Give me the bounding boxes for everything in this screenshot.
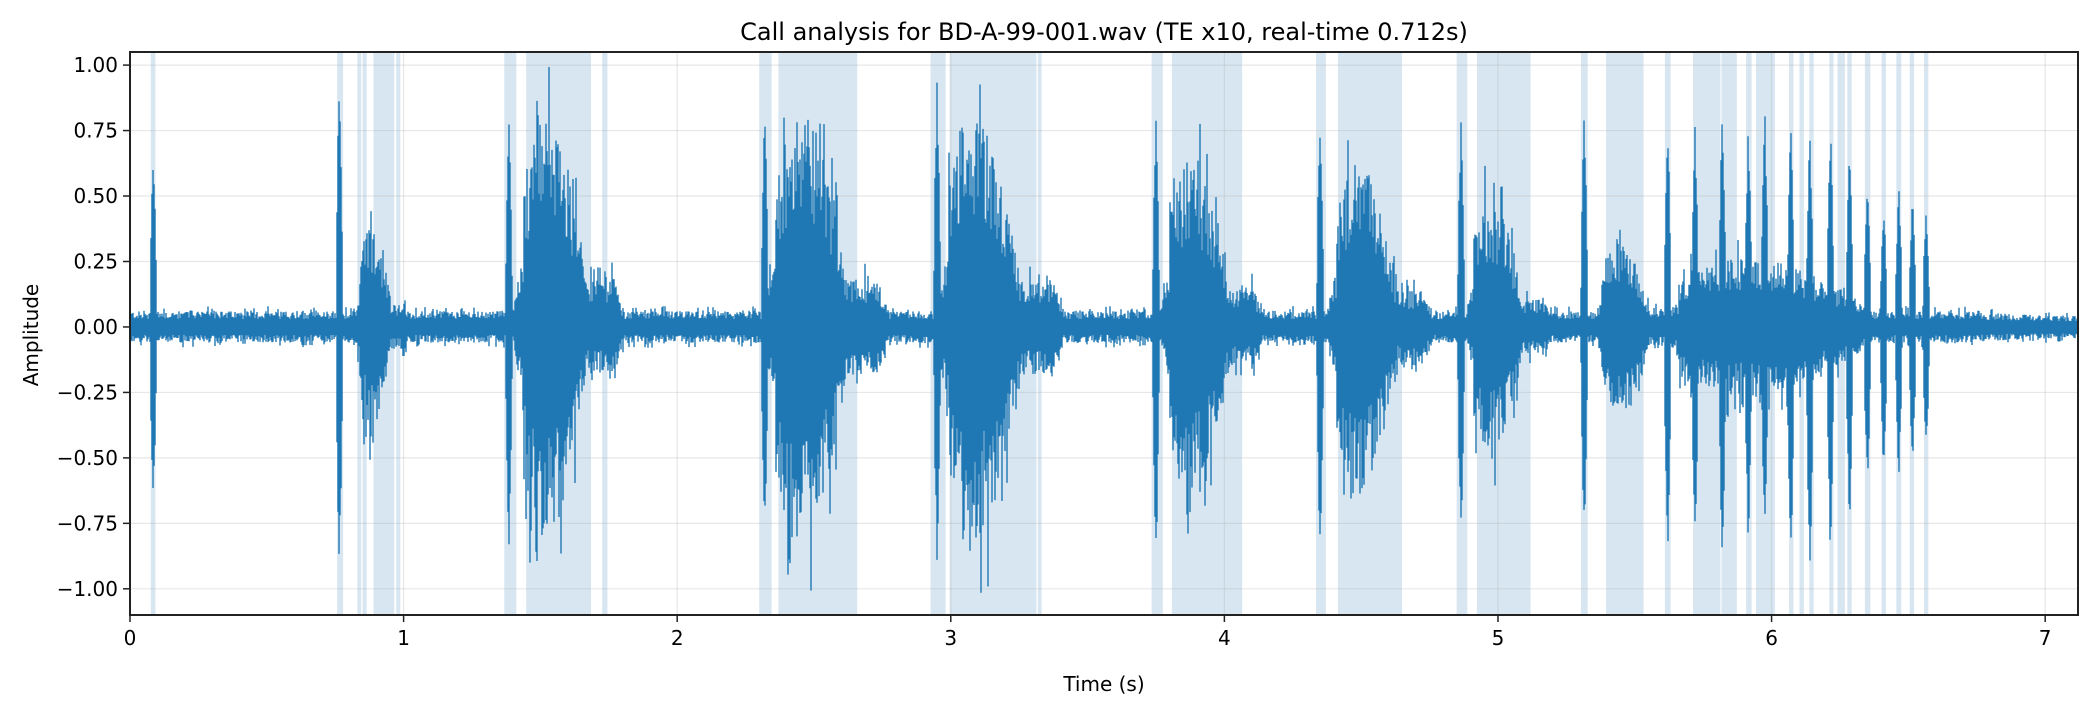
y-axis-label: Amplitude — [19, 284, 43, 387]
y-tick-label: −1.00 — [57, 577, 118, 601]
x-tick-label: 6 — [1765, 626, 1778, 650]
x-tick-label: 7 — [2039, 626, 2052, 650]
x-tick-label: 1 — [397, 626, 410, 650]
y-tick-label: 0.50 — [73, 184, 118, 208]
waveform-line — [129, 67, 2079, 593]
y-tick-label: 0.00 — [73, 315, 118, 339]
x-tick-label: 4 — [1218, 626, 1231, 650]
grid-lines — [129, 52, 2078, 615]
y-tick-label: −0.25 — [57, 380, 118, 404]
y-tick-label: 0.75 — [73, 119, 118, 143]
x-tick-label: 2 — [671, 626, 684, 650]
x-tick-label: 3 — [944, 626, 957, 650]
y-axis: 1.00 0.75 0.50 0.25 0.00 −0.25 −0.50 −0.75 −1.00 — [57, 53, 130, 601]
chart-title: Call analysis for BD-A-99-001.wav (TE x1… — [740, 18, 1468, 46]
x-axis: 0 1 2 3 4 5 6 7 — [124, 615, 2052, 650]
x-tick-label: 5 — [1492, 626, 1505, 650]
x-axis-label: Time (s) — [1062, 672, 1144, 696]
y-tick-label: −0.75 — [57, 511, 118, 535]
y-tick-label: −0.50 — [57, 446, 118, 470]
x-tick-label: 0 — [124, 626, 137, 650]
axes-frame — [129, 51, 2079, 616]
y-tick-label: 1.00 — [73, 53, 118, 77]
y-tick-label: 0.25 — [73, 249, 118, 273]
